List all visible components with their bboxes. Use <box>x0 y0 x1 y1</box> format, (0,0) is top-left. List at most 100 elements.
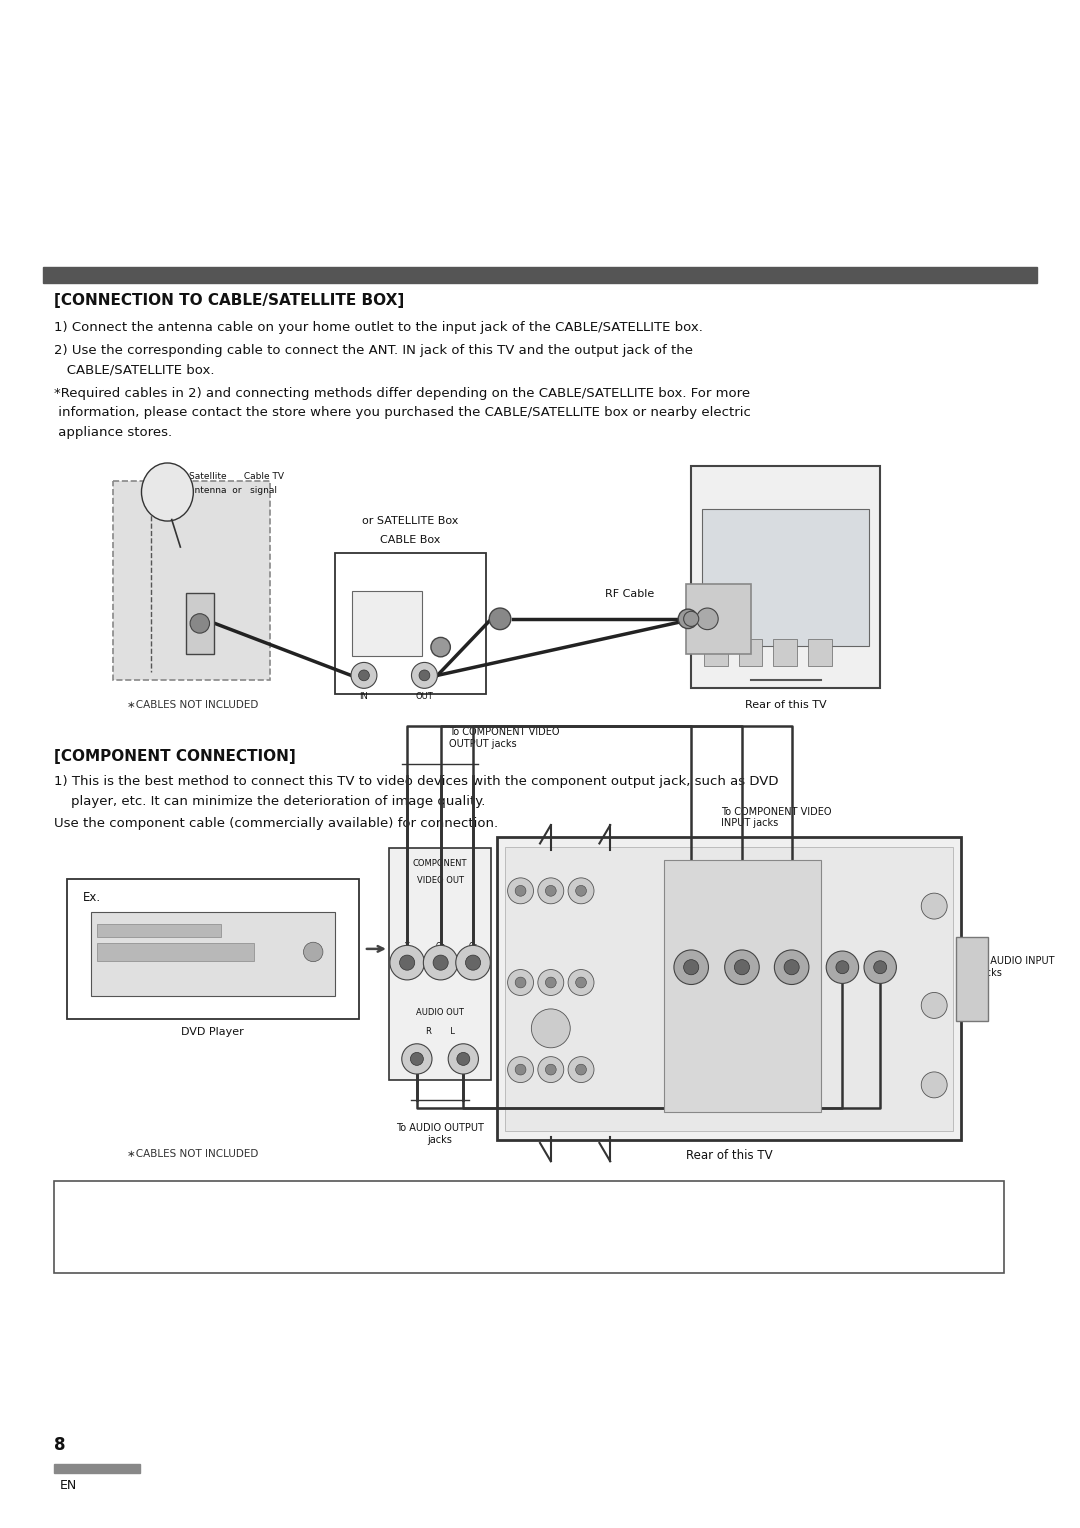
Text: RF Cable: RF Cable <box>605 588 654 599</box>
Circle shape <box>734 960 750 975</box>
Circle shape <box>508 879 534 903</box>
Text: Y: Y <box>405 943 409 950</box>
Circle shape <box>568 1057 594 1082</box>
Circle shape <box>423 946 458 979</box>
Bar <box>186 593 214 654</box>
Circle shape <box>303 943 323 961</box>
Circle shape <box>390 946 424 979</box>
Text: This TV can only accept a 480i (interlaced) video signal.: This TV can only accept a 480i (interlac… <box>73 1232 424 1245</box>
Text: COMPONENT: COMPONENT <box>413 859 468 868</box>
Text: 8: 8 <box>54 1436 66 1455</box>
Bar <box>664 860 821 1112</box>
Circle shape <box>402 1044 432 1074</box>
Text: Use the component cable (commercially available) for connection.: Use the component cable (commercially av… <box>54 817 498 831</box>
Circle shape <box>684 960 699 975</box>
Circle shape <box>400 955 415 970</box>
Bar <box>686 584 751 654</box>
Text: NOTE:: NOTE: <box>73 1199 119 1213</box>
Circle shape <box>448 1044 478 1074</box>
Circle shape <box>531 1008 570 1048</box>
Circle shape <box>489 608 511 630</box>
Bar <box>505 847 953 1131</box>
Bar <box>43 267 1037 283</box>
Circle shape <box>576 1063 586 1076</box>
Circle shape <box>784 960 799 975</box>
Circle shape <box>433 955 448 970</box>
Text: 1) Connect the antenna cable on your home outlet to the input jack of the CABLE/: 1) Connect the antenna cable on your hom… <box>54 321 703 335</box>
Text: EN: EN <box>59 1479 77 1493</box>
Circle shape <box>678 610 698 628</box>
Bar <box>773 639 797 666</box>
Bar <box>702 509 869 646</box>
Text: or SATELLITE Box: or SATELLITE Box <box>362 515 459 526</box>
Circle shape <box>190 614 210 633</box>
Text: [CONNECTION TO CABLE/SATELLITE BOX]: [CONNECTION TO CABLE/SATELLITE BOX] <box>54 293 404 309</box>
Circle shape <box>568 970 594 995</box>
Circle shape <box>508 970 534 995</box>
Text: 1) This is the best method to connect this TV to video devices with the componen: 1) This is the best method to connect th… <box>54 775 779 788</box>
Text: component input: component input <box>710 1088 775 1097</box>
Text: To AUDIO OUTPUT
jacks: To AUDIO OUTPUT jacks <box>396 1123 484 1144</box>
Circle shape <box>921 894 947 918</box>
Bar <box>67 879 359 1019</box>
Bar <box>739 639 762 666</box>
Text: DVD Player: DVD Player <box>181 1027 244 1038</box>
Text: Cr: Cr <box>469 943 477 950</box>
Text: IN: IN <box>360 692 368 700</box>
Circle shape <box>697 608 718 630</box>
Circle shape <box>774 950 809 984</box>
Circle shape <box>874 961 887 973</box>
Circle shape <box>419 669 430 681</box>
Bar <box>389 848 491 1080</box>
Bar <box>352 591 422 656</box>
Circle shape <box>410 1053 423 1065</box>
Text: AUDIO OUT: AUDIO OUT <box>416 1008 464 1018</box>
Text: CABLE/SATELLITE box.: CABLE/SATELLITE box. <box>54 364 215 377</box>
Bar <box>54 1181 1004 1273</box>
Text: OUT: OUT <box>416 692 433 700</box>
Bar <box>808 639 832 666</box>
Circle shape <box>864 950 896 984</box>
Text: R       L: R L <box>426 1027 455 1036</box>
Text: VIDEO OUT: VIDEO OUT <box>417 876 463 885</box>
Bar <box>691 466 880 688</box>
Circle shape <box>576 976 586 989</box>
Text: information, please contact the store where you purchased the CABLE/SATELLITE bo: information, please contact the store wh… <box>54 406 751 420</box>
Bar <box>497 837 961 1140</box>
Ellipse shape <box>141 463 193 521</box>
Text: [COMPONENT CONNECTION]: [COMPONENT CONNECTION] <box>54 749 296 764</box>
Text: To AUDIO INPUT
jacks: To AUDIO INPUT jacks <box>977 957 1055 978</box>
Circle shape <box>576 885 586 897</box>
Circle shape <box>515 976 526 989</box>
Circle shape <box>826 950 859 984</box>
Circle shape <box>515 885 526 897</box>
Bar <box>704 639 728 666</box>
Text: ∗CABLES NOT INCLUDED: ∗CABLES NOT INCLUDED <box>127 1149 259 1160</box>
Circle shape <box>538 1057 564 1082</box>
Text: To COMPONENT VIDEO
OUTPUT jacks: To COMPONENT VIDEO OUTPUT jacks <box>449 727 559 749</box>
Circle shape <box>508 1057 534 1082</box>
Circle shape <box>545 1063 556 1076</box>
Text: 2) Use the corresponding cable to connect the ANT. IN jack of this TV and the ou: 2) Use the corresponding cable to connec… <box>54 344 693 358</box>
Bar <box>54 1464 140 1473</box>
Bar <box>335 553 486 694</box>
Text: Rear of this TV: Rear of this TV <box>686 1149 772 1163</box>
Circle shape <box>359 669 369 681</box>
Circle shape <box>684 611 699 626</box>
Circle shape <box>538 879 564 903</box>
Circle shape <box>674 950 708 984</box>
Text: Cb: Cb <box>435 943 446 950</box>
Circle shape <box>921 993 947 1018</box>
Circle shape <box>538 970 564 995</box>
Text: player, etc. It can minimize the deterioration of image quality.: player, etc. It can minimize the deterio… <box>54 795 485 808</box>
Circle shape <box>545 976 556 989</box>
Text: *Required cables in 2) and connecting methods differ depending on the CABLE/SATE: *Required cables in 2) and connecting me… <box>54 387 751 400</box>
Bar <box>113 481 270 680</box>
Bar <box>97 943 254 961</box>
Circle shape <box>465 955 481 970</box>
Circle shape <box>568 879 594 903</box>
Bar <box>113 481 270 680</box>
Text: CABLE Box: CABLE Box <box>380 535 441 545</box>
Circle shape <box>836 961 849 973</box>
Circle shape <box>431 637 450 657</box>
